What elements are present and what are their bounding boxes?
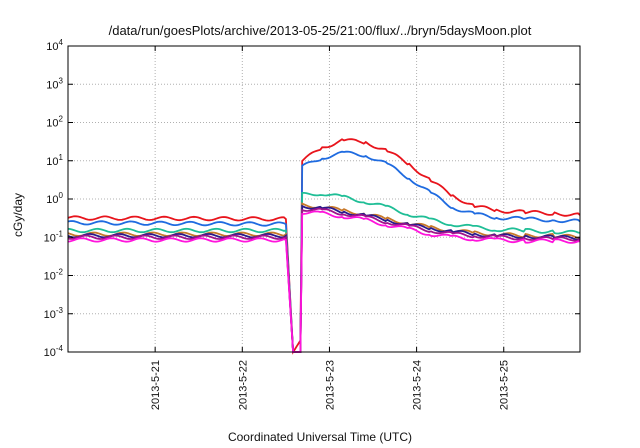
x-tick-label: 2013-5-21 xyxy=(150,360,162,410)
series-line xyxy=(67,207,581,353)
y-tick-label: 10-4 xyxy=(44,344,64,359)
x-axis-label: Coordinated Universal Time (UTC) xyxy=(228,430,412,444)
y-tick-label: 10-2 xyxy=(44,268,64,283)
y-tick-label: 101 xyxy=(46,153,63,168)
chart-title: /data/run/goesPlots/archive/2013-05-25/2… xyxy=(109,23,532,38)
series-line xyxy=(67,138,581,355)
x-tick-label: 2013-5-22 xyxy=(237,360,249,410)
series-group xyxy=(67,138,581,355)
y-tick-label: 104 xyxy=(46,38,63,53)
y-tick-label: 10-3 xyxy=(44,306,64,321)
series-line xyxy=(67,202,581,353)
y-tick-label: 103 xyxy=(46,76,63,91)
series-line xyxy=(67,150,581,353)
series-line xyxy=(67,204,581,353)
x-tick-label: 2013-5-24 xyxy=(412,360,424,410)
y-tick-label: 100 xyxy=(46,191,63,206)
x-axis: 2013-5-21 2013-5-22 2013-5-23 2013-5-24 2013… xyxy=(150,46,511,410)
grid xyxy=(68,46,580,352)
series-line xyxy=(67,210,580,353)
y-axis: 10-4 10-3 10-2 10-1 100 101 102 103 104 xyxy=(44,38,580,359)
series-line xyxy=(67,191,581,353)
y-tick-label: 102 xyxy=(46,115,63,130)
x-tick-label: 2013-5-23 xyxy=(324,360,336,410)
y-tick-label: 10-1 xyxy=(44,229,64,244)
x-tick-label: 2013-5-25 xyxy=(499,360,511,410)
y-axis-label: cGy/day xyxy=(11,193,25,237)
